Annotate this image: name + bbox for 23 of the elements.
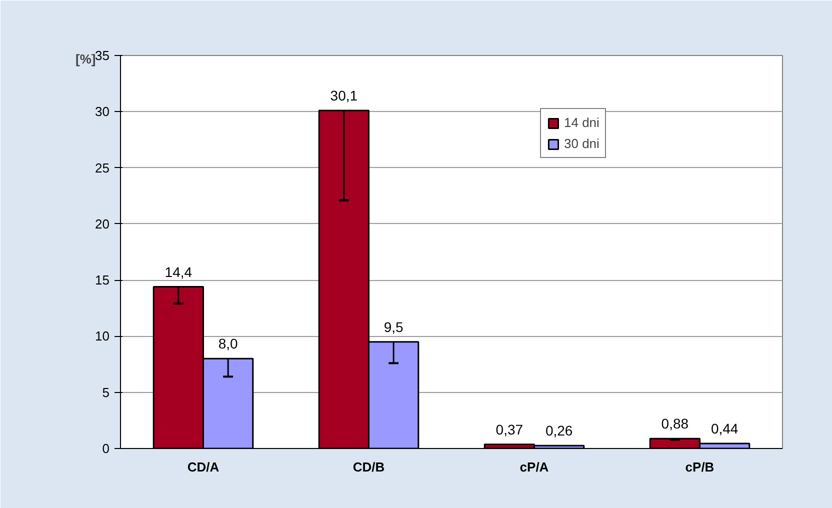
data-label: 14,4 <box>164 264 192 280</box>
data-label: 0,26 <box>545 422 573 439</box>
y-tick-label: 10 <box>95 328 110 344</box>
data-label: 0,88 <box>661 416 689 432</box>
data-label: 30,1 <box>330 88 358 104</box>
y-tick-label: 15 <box>95 272 110 288</box>
y-tick-label: 30 <box>95 104 110 120</box>
y-axis-title: [%] <box>76 52 96 66</box>
data-label: 0,37 <box>496 421 524 438</box>
legend-label: 14 dni <box>564 115 600 130</box>
y-tick-label: 20 <box>95 216 110 232</box>
data-label: 8,0 <box>218 336 238 352</box>
x-tick-label: cP/B <box>685 460 714 474</box>
data-label: 9,5 <box>384 318 404 335</box>
y-tick-label: 0 <box>102 441 110 456</box>
y-tick-label: 5 <box>102 384 110 400</box>
x-tick-label: cP/A <box>520 460 550 474</box>
y-tick-label: 35 <box>95 48 110 63</box>
x-tick-label: CD/B <box>352 460 385 474</box>
legend-label: 30 dni <box>564 136 600 151</box>
y-tick-label: 25 <box>95 160 110 176</box>
x-tick-label: CD/A <box>187 460 220 474</box>
data-label: 0,44 <box>710 420 738 437</box>
